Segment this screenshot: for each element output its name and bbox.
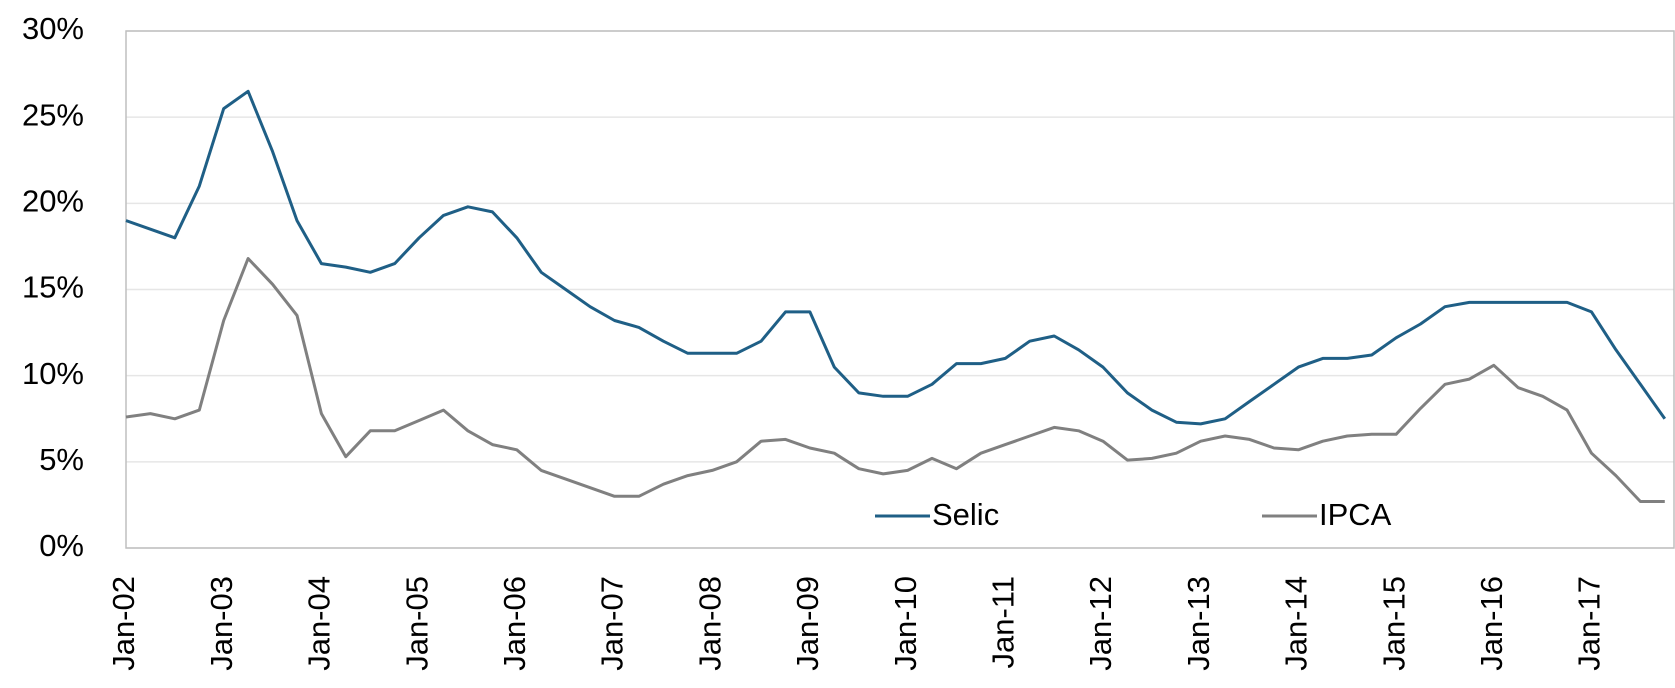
x-tick-label: Jan-12	[1083, 576, 1118, 671]
y-tick-label: 15%	[22, 270, 84, 305]
x-tick-label: Jan-16	[1474, 576, 1509, 671]
y-tick-label: 5%	[39, 442, 84, 477]
x-tick-label: Jan-07	[595, 576, 630, 671]
x-tick-label: Jan-02	[106, 576, 141, 671]
x-tick-label: Jan-13	[1181, 576, 1216, 671]
y-tick-label: 10%	[22, 356, 84, 391]
x-tick-label: Jan-04	[302, 576, 337, 671]
x-tick-label: Jan-17	[1572, 576, 1607, 671]
plot-border	[125, 30, 1675, 549]
x-tick-label: Jan-14	[1279, 576, 1314, 671]
x-tick-label: Jan-05	[399, 576, 434, 671]
y-tick-label: 30%	[22, 11, 84, 46]
x-tick-label: Jan-09	[790, 576, 825, 671]
x-tick-label: Jan-08	[692, 576, 727, 671]
x-tick-label: Jan-11	[985, 576, 1020, 669]
y-tick-label: 20%	[22, 184, 84, 219]
y-tick-label: 25%	[22, 97, 84, 132]
x-tick-label: Jan-10	[888, 576, 923, 671]
legend-label: Selic	[932, 497, 999, 532]
legend-label: IPCA	[1319, 497, 1392, 532]
x-tick-label: Jan-15	[1376, 576, 1411, 671]
x-tick-label: Jan-06	[497, 576, 532, 671]
x-tick-label: Jan-03	[204, 576, 239, 671]
y-tick-label: 0%	[39, 528, 84, 563]
series-line	[125, 89, 1667, 426]
series-line	[125, 257, 1665, 503]
